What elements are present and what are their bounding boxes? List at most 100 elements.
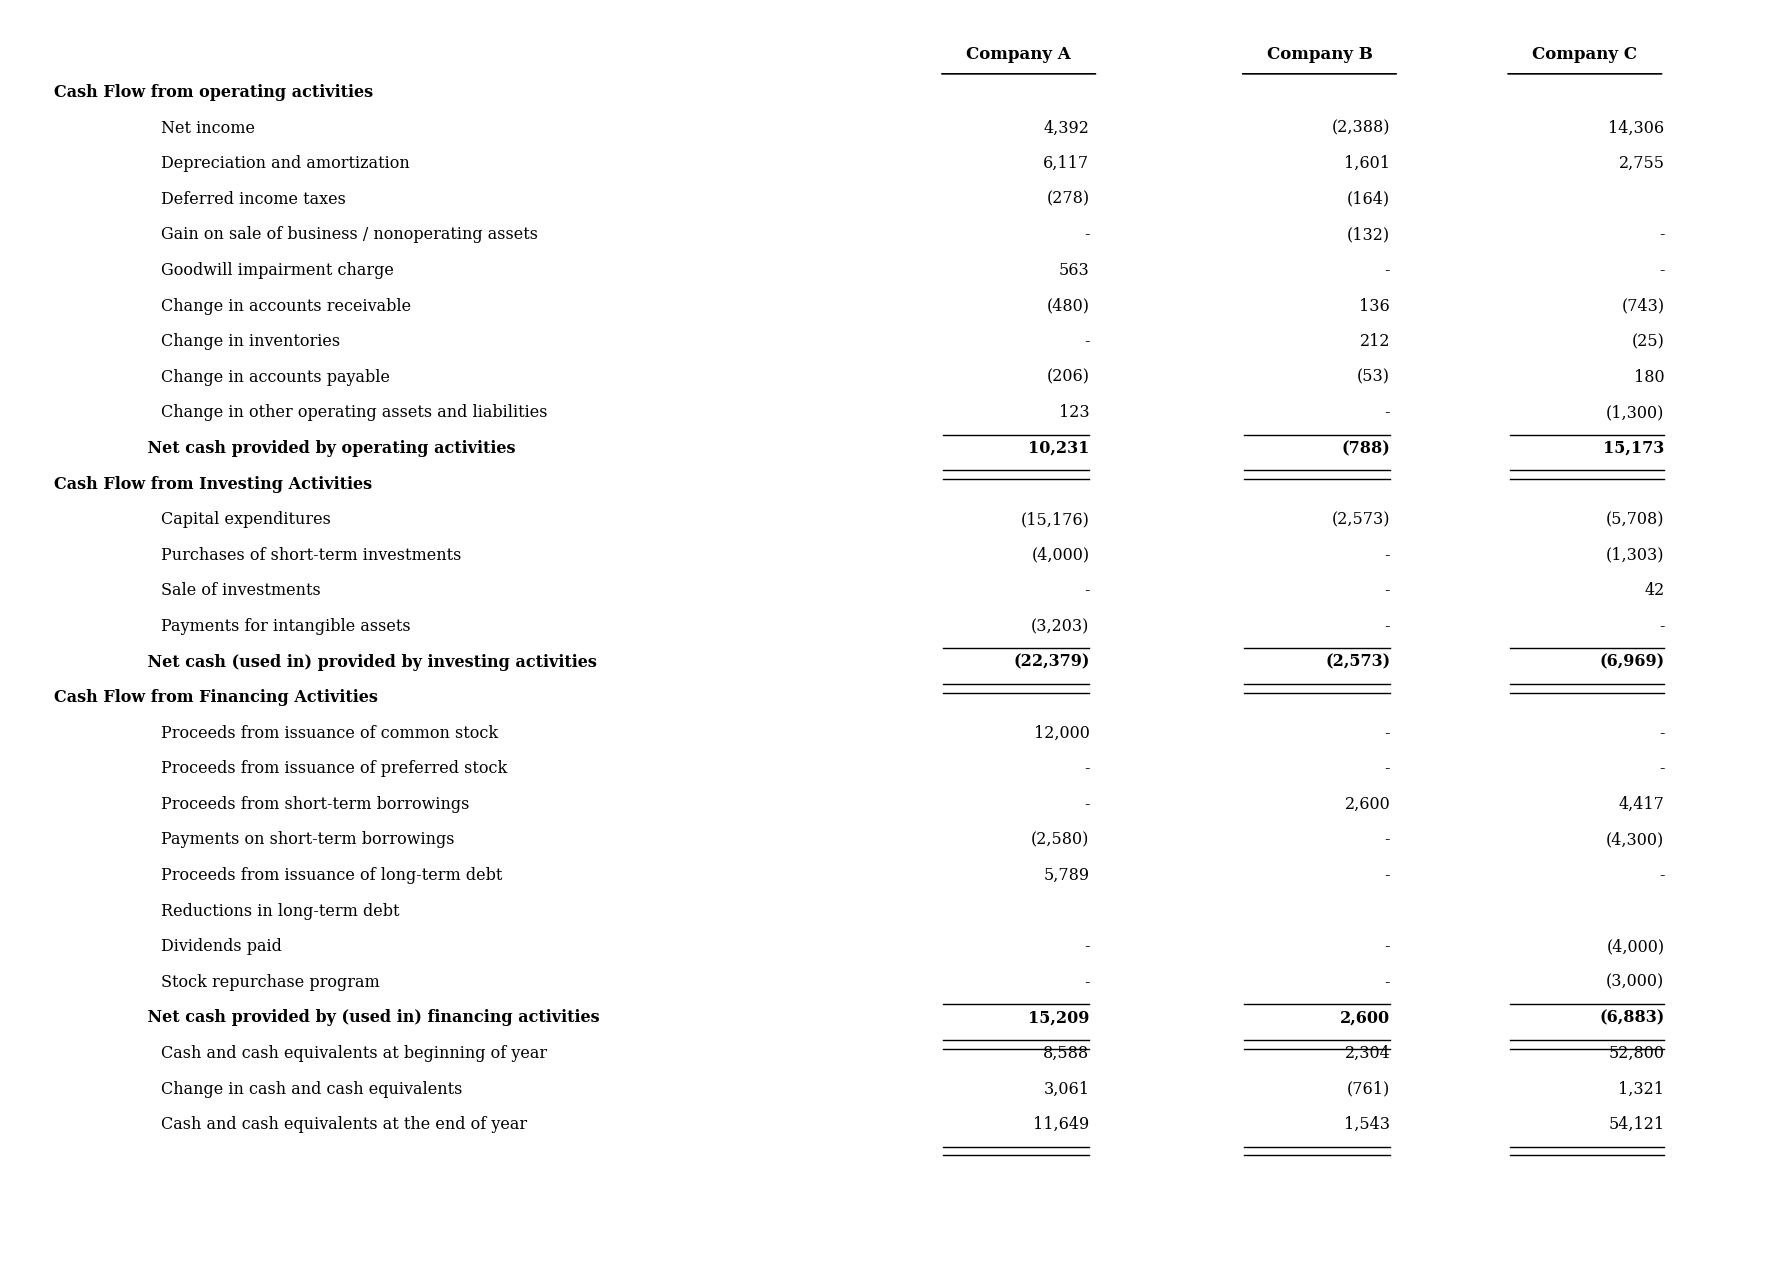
Text: (15,176): (15,176): [1021, 511, 1090, 529]
Text: -: -: [1384, 262, 1391, 279]
Text: (53): (53): [1357, 368, 1391, 386]
Text: Company B: Company B: [1267, 46, 1372, 62]
Text: -: -: [1659, 262, 1664, 279]
Text: (206): (206): [1047, 368, 1090, 386]
Text: -: -: [1384, 938, 1391, 956]
Text: 52,800: 52,800: [1609, 1045, 1664, 1063]
Text: (4,000): (4,000): [1031, 547, 1090, 563]
Text: Deferred income taxes: Deferred income taxes: [161, 191, 346, 208]
Text: Change in cash and cash equivalents: Change in cash and cash equivalents: [161, 1080, 462, 1098]
Text: Change in accounts receivable: Change in accounts receivable: [161, 298, 411, 315]
Text: -: -: [1384, 404, 1391, 422]
Text: Cash Flow from operating activities: Cash Flow from operating activities: [55, 84, 374, 101]
Text: -: -: [1659, 868, 1664, 884]
Text: 2,600: 2,600: [1340, 1009, 1391, 1027]
Text: -: -: [1084, 938, 1090, 956]
Text: 1,321: 1,321: [1618, 1080, 1664, 1098]
Text: 15,173: 15,173: [1604, 440, 1664, 457]
Text: -: -: [1659, 227, 1664, 243]
Text: (6,883): (6,883): [1598, 1009, 1664, 1027]
Text: -: -: [1084, 582, 1090, 599]
Text: Net cash provided by (used in) financing activities: Net cash provided by (used in) financing…: [126, 1009, 601, 1027]
Text: (4,000): (4,000): [1607, 938, 1664, 956]
Text: Payments for intangible assets: Payments for intangible assets: [161, 618, 411, 634]
Text: 212: 212: [1359, 334, 1391, 350]
Text: (1,300): (1,300): [1605, 404, 1664, 422]
Text: Proceeds from short-term borrowings: Proceeds from short-term borrowings: [161, 796, 470, 813]
Text: Cash and cash equivalents at the end of year: Cash and cash equivalents at the end of …: [161, 1116, 526, 1134]
Text: -: -: [1384, 973, 1391, 991]
Text: Depreciation and amortization: Depreciation and amortization: [161, 155, 409, 172]
Text: (25): (25): [1632, 334, 1664, 350]
Text: 4,392: 4,392: [1044, 120, 1090, 136]
Text: -: -: [1384, 868, 1391, 884]
Text: (2,580): (2,580): [1031, 832, 1090, 848]
Text: (2,573): (2,573): [1333, 511, 1391, 529]
Text: -: -: [1659, 761, 1664, 777]
Text: Stock repurchase program: Stock repurchase program: [161, 973, 379, 991]
Text: 14,306: 14,306: [1609, 120, 1664, 136]
Text: -: -: [1084, 796, 1090, 813]
Text: (761): (761): [1347, 1080, 1391, 1098]
Text: 6,117: 6,117: [1044, 155, 1090, 172]
Text: 42: 42: [1644, 582, 1664, 599]
Text: 15,209: 15,209: [1028, 1009, 1090, 1027]
Text: (132): (132): [1347, 227, 1391, 243]
Text: Capital expenditures: Capital expenditures: [161, 511, 331, 529]
Text: Cash Flow from Financing Activities: Cash Flow from Financing Activities: [55, 689, 379, 706]
Text: Change in other operating assets and liabilities: Change in other operating assets and lia…: [161, 404, 548, 422]
Text: -: -: [1384, 618, 1391, 634]
Text: 2,755: 2,755: [1618, 155, 1664, 172]
Text: -: -: [1384, 582, 1391, 599]
Text: Goodwill impairment charge: Goodwill impairment charge: [161, 262, 393, 279]
Text: 8,588: 8,588: [1044, 1045, 1090, 1063]
Text: Proceeds from issuance of preferred stock: Proceeds from issuance of preferred stoc…: [161, 761, 507, 777]
Text: 12,000: 12,000: [1033, 725, 1090, 741]
Text: (164): (164): [1347, 191, 1391, 208]
Text: Net income: Net income: [161, 120, 255, 136]
Text: (3,203): (3,203): [1031, 618, 1090, 634]
Text: -: -: [1084, 227, 1090, 243]
Text: (2,388): (2,388): [1333, 120, 1391, 136]
Text: Purchases of short-term investments: Purchases of short-term investments: [161, 547, 461, 563]
Text: (3,000): (3,000): [1605, 973, 1664, 991]
Text: 5,789: 5,789: [1044, 868, 1090, 884]
Text: 3,061: 3,061: [1044, 1080, 1090, 1098]
Text: (1,303): (1,303): [1605, 547, 1664, 563]
Text: (4,300): (4,300): [1605, 832, 1664, 848]
Text: -: -: [1084, 761, 1090, 777]
Text: 2,304: 2,304: [1345, 1045, 1391, 1063]
Text: -: -: [1384, 725, 1391, 741]
Text: (788): (788): [1341, 440, 1391, 457]
Text: Change in inventories: Change in inventories: [161, 334, 340, 350]
Text: Cash Flow from Investing Activities: Cash Flow from Investing Activities: [55, 475, 372, 493]
Text: 1,543: 1,543: [1345, 1116, 1391, 1134]
Text: Sale of investments: Sale of investments: [161, 582, 321, 599]
Text: -: -: [1659, 618, 1664, 634]
Text: (480): (480): [1047, 298, 1090, 315]
Text: Company C: Company C: [1533, 46, 1637, 62]
Text: (278): (278): [1045, 191, 1090, 208]
Text: Net cash (used in) provided by investing activities: Net cash (used in) provided by investing…: [126, 654, 597, 670]
Text: Dividends paid: Dividends paid: [161, 938, 282, 956]
Text: (22,379): (22,379): [1014, 654, 1090, 670]
Text: 180: 180: [1634, 368, 1664, 386]
Text: Reductions in long-term debt: Reductions in long-term debt: [161, 903, 399, 920]
Text: 2,600: 2,600: [1345, 796, 1391, 813]
Text: Net cash provided by operating activities: Net cash provided by operating activitie…: [126, 440, 516, 457]
Text: 563: 563: [1058, 262, 1090, 279]
Text: -: -: [1084, 334, 1090, 350]
Text: 136: 136: [1359, 298, 1391, 315]
Text: 10,231: 10,231: [1028, 440, 1090, 457]
Text: 54,121: 54,121: [1609, 1116, 1664, 1134]
Text: 1,601: 1,601: [1345, 155, 1391, 172]
Text: Cash and cash equivalents at beginning of year: Cash and cash equivalents at beginning o…: [161, 1045, 548, 1063]
Text: Change in accounts payable: Change in accounts payable: [161, 368, 390, 386]
Text: -: -: [1384, 547, 1391, 563]
Text: (6,969): (6,969): [1600, 654, 1664, 670]
Text: (743): (743): [1621, 298, 1664, 315]
Text: Proceeds from issuance of common stock: Proceeds from issuance of common stock: [161, 725, 498, 741]
Text: (5,708): (5,708): [1605, 511, 1664, 529]
Text: (2,573): (2,573): [1325, 654, 1391, 670]
Text: 4,417: 4,417: [1618, 796, 1664, 813]
